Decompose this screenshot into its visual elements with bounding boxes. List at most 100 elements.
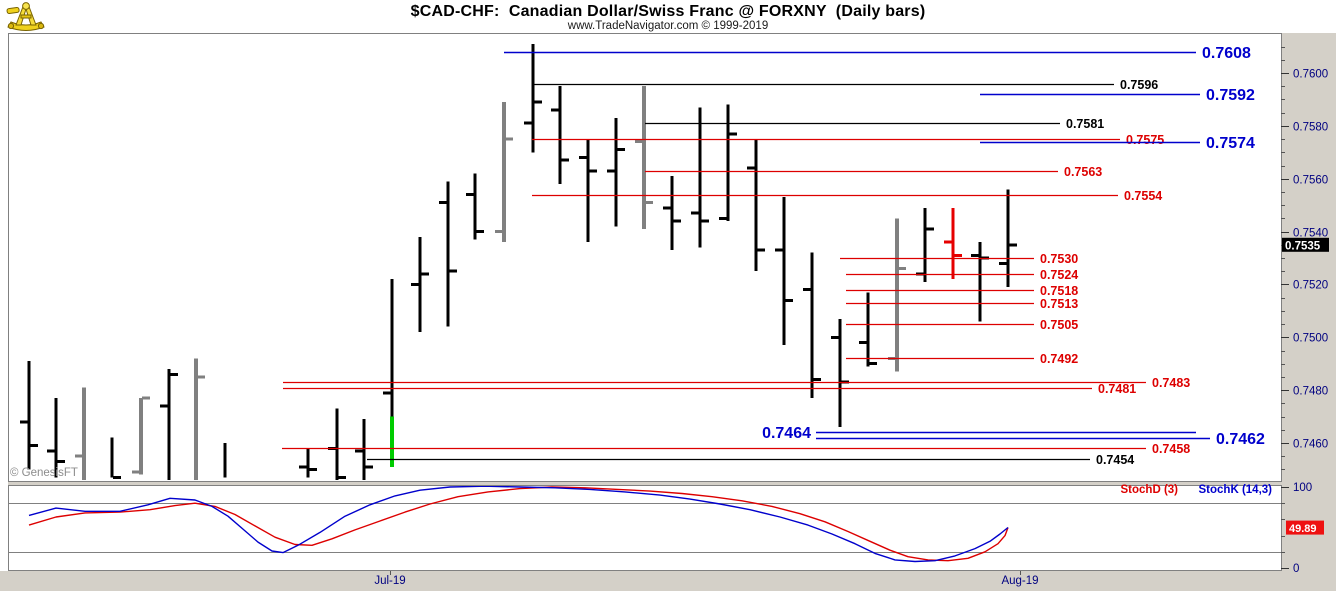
ohlc-bar: [859, 292, 877, 367]
last-price-badge-text: 0.7535: [1285, 240, 1321, 252]
price-level-0.7592[interactable]: 0.7592: [980, 87, 1255, 104]
date-axis-label: Aug-19: [1001, 575, 1038, 587]
price-level-label: 0.7513: [1040, 297, 1078, 311]
price-level-label: 0.7492: [1040, 352, 1078, 366]
price-level-label: 0.7592: [1206, 87, 1255, 104]
price-axis-label: 0.7480: [1293, 386, 1328, 398]
price-level-0.7454[interactable]: 0.7454: [367, 453, 1134, 467]
ohlc-bar: [299, 448, 317, 478]
price-level-0.7554[interactable]: 0.7554: [532, 189, 1162, 203]
ohlc-bar: [160, 369, 178, 480]
date-axis-label: Jul-19: [374, 575, 405, 587]
price-level-label: 0.7608: [1202, 45, 1251, 62]
price-level-label: 0.7524: [1040, 268, 1078, 282]
last-price-badge: 0.7535: [1282, 237, 1329, 252]
ohlc-bar: [803, 252, 821, 399]
price-level-label: 0.7596: [1120, 78, 1158, 92]
chart-header: $CAD-CHF: Canadian Dollar/Swiss Franc @ …: [0, 0, 1336, 32]
price-level-0.7464[interactable]: 0.7464: [762, 425, 1196, 442]
chart-title: $CAD-CHF: Canadian Dollar/Swiss Franc @ …: [410, 3, 926, 20]
ohlc-bar: [466, 173, 484, 240]
panel-separator: [8, 481, 1281, 485]
ohlc-bar: [439, 181, 457, 327]
last-price-badge-bg: [1282, 237, 1329, 252]
ohlc-bar: [75, 387, 86, 480]
price-level-label: 0.7574: [1206, 135, 1255, 152]
price-axis-label: 0.7580: [1293, 122, 1328, 134]
main-plot-frame: [8, 33, 1282, 482]
ohlc-bar: [383, 279, 394, 467]
price-level-0.7563[interactable]: 0.7563: [645, 165, 1102, 179]
stoch-frame: [8, 485, 1282, 571]
ohlc-bar: [524, 43, 542, 153]
chart-subtitle: www.TradeNavigator.com © 1999-2019: [567, 20, 769, 32]
price-level-0.7483[interactable]: 0.7483: [283, 376, 1190, 390]
price-level-label: 0.7554: [1124, 189, 1162, 203]
price-level-0.7574[interactable]: 0.7574: [980, 135, 1255, 152]
price-level-0.7581[interactable]: 0.7581: [645, 117, 1104, 131]
price-level-label: 0.7518: [1040, 284, 1078, 298]
price-level-0.7513[interactable]: 0.7513: [846, 297, 1078, 311]
ohlc-bar: [691, 107, 709, 248]
stoch-k-line: [28, 486, 1009, 563]
price-axis: 0.7600 0.7580 0.7560 0.7540 0.7520 0.7500 0.74…: [1281, 47, 1328, 470]
price-level-0.7505[interactable]: 0.7505: [846, 318, 1078, 332]
date-axis: Jul-19 Aug-19: [374, 571, 1039, 587]
stoch-curves: [28, 486, 1009, 563]
stoch-value-badge-text: 49.89: [1289, 523, 1317, 535]
price-level-0.7462[interactable]: 0.7462: [816, 431, 1265, 448]
ohlc-bar: [47, 398, 65, 478]
ohlc-bar: [194, 358, 205, 480]
ohlc-bar: [944, 207, 962, 280]
ohlc-bar: [579, 139, 597, 243]
stoch-value-badge: 49.89: [1286, 520, 1324, 535]
price-level-label: 0.7464: [762, 425, 811, 442]
stoch-value-badge-bg: [1286, 520, 1324, 535]
ohlc-bars: [20, 43, 1017, 480]
price-axis-label: 0.7600: [1293, 69, 1328, 81]
price-level-0.7524[interactable]: 0.7524: [846, 268, 1078, 282]
price-level-0.7518[interactable]: 0.7518: [846, 284, 1078, 298]
price-level-0.7458[interactable]: 0.7458: [282, 442, 1190, 456]
price-level-label: 0.7581: [1066, 117, 1104, 131]
price-level-label: 0.7505: [1040, 318, 1078, 332]
ohlc-bar: [411, 236, 429, 333]
price-level-0.7492[interactable]: 0.7492: [846, 352, 1078, 366]
genesis-watermark: © GenesisFT: [10, 467, 78, 479]
price-level-label: 0.7462: [1216, 431, 1265, 448]
price-level-label: 0.7454: [1096, 453, 1134, 467]
ohlc-bar: [355, 419, 373, 480]
ohlc-bar: [999, 189, 1017, 288]
stoch-axis-bottom-label: 0: [1293, 563, 1299, 575]
stoch-legend: StochD (3) StochK (14,3): [1121, 484, 1273, 496]
stochastic-panel: StochD (3) StochK (14,3): [8, 484, 1282, 571]
right-axis-gutter: [1281, 33, 1336, 591]
price-axis-label: 0.7500: [1293, 333, 1328, 345]
price-level-0.7596[interactable]: 0.7596: [533, 78, 1158, 92]
price-level-0.7530[interactable]: 0.7530: [840, 252, 1078, 266]
price-level-0.7608[interactable]: 0.7608: [504, 45, 1251, 62]
ohlc-bar: [663, 176, 681, 251]
price-level-label: 0.7575: [1126, 133, 1164, 147]
ohlc-bar: [747, 139, 765, 272]
price-axis-label: 0.7560: [1293, 175, 1328, 187]
stoch-k-legend-label: StochK (14,3): [1199, 484, 1273, 496]
price-axis-label: 0.7460: [1293, 439, 1328, 451]
price-level-label: 0.7563: [1064, 165, 1102, 179]
ohlc-bar: [495, 102, 513, 243]
price-axis-label: 0.7520: [1293, 280, 1328, 292]
ohlc-bar: [132, 396, 150, 475]
stoch-d-legend-label: StochD (3): [1121, 484, 1179, 496]
ohlc-bar: [607, 117, 625, 227]
ohlc-bar: [20, 361, 38, 470]
price-level-label: 0.7458: [1152, 442, 1190, 456]
price-level-label: 0.7483: [1152, 376, 1190, 390]
price-level-label: 0.7530: [1040, 252, 1078, 266]
stoch-axis-top-label: 100: [1293, 482, 1312, 494]
trade-navigator-sextant-logo: [6, 2, 45, 31]
ohlc-bar: [110, 437, 121, 479]
price-axis-label: 0.7540: [1293, 228, 1328, 240]
price-level-0.7481[interactable]: 0.7481: [283, 382, 1136, 396]
